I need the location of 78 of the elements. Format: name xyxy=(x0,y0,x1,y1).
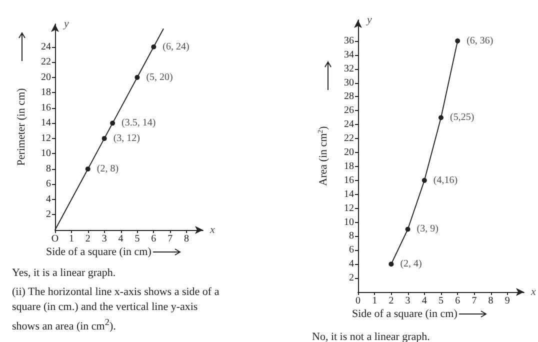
y-tick-label: 30 xyxy=(344,77,354,88)
y-tick-label: 34 xyxy=(344,49,354,60)
point xyxy=(102,136,107,141)
annotation: y xyxy=(63,18,69,30)
x-tick-label: 3 xyxy=(102,234,107,244)
text: x xyxy=(530,286,536,298)
y-tick-label: 10 xyxy=(41,148,51,160)
x-tick-label: 3 xyxy=(405,296,410,306)
y-tick-label: 24 xyxy=(344,119,354,130)
point xyxy=(422,178,427,183)
annotation: (5, 20) xyxy=(146,72,173,83)
y-tick-label: 4 xyxy=(349,258,354,270)
x-tick-label: 6 xyxy=(151,234,156,244)
point xyxy=(110,120,116,126)
annotation: y xyxy=(366,14,372,26)
y-tick-label: 18 xyxy=(41,87,51,98)
x-tick-label: 6 xyxy=(455,296,460,306)
x-tick-label: 8 xyxy=(184,234,190,244)
annotation: (3.5, 14) xyxy=(122,118,156,129)
y-tick-label: 32 xyxy=(344,63,354,74)
y-tick-label: 24 xyxy=(41,41,51,52)
text: No, it is not a linear graph. xyxy=(312,330,431,342)
y-tick-label: 12 xyxy=(344,202,354,214)
y-tick-label: 28 xyxy=(344,91,354,102)
x-tick-label: 5 xyxy=(438,296,444,306)
x-tick-label: 1 xyxy=(68,234,74,244)
text: (ii) The horizontal line x-axis shows a side of a square (in cm.) and the vertical line y-axis shows an area (in cm$^{2}$). xyxy=(12,285,220,335)
point xyxy=(438,115,444,120)
y-tick-label: 26 xyxy=(344,105,354,116)
x-tick-label: 4 xyxy=(422,296,427,306)
y-tick-label: 12 xyxy=(41,132,51,144)
x-tick-label: 4 xyxy=(118,234,124,244)
point xyxy=(388,262,394,267)
y-axis-title: Perimeter (in cm) xyxy=(16,88,28,166)
text: Yes, it is a linear graph. xyxy=(12,266,117,281)
annotation: (6, 36) xyxy=(466,35,494,46)
x-tick-label: 5 xyxy=(134,234,140,244)
y-tick-label: 10 xyxy=(344,216,354,228)
x-tick-label: O xyxy=(51,234,59,244)
x-tick-label: 9 xyxy=(504,296,510,306)
y-tick-label: 14 xyxy=(344,188,354,200)
x-tick-label: 7 xyxy=(472,296,477,306)
annotation: (5,25) xyxy=(450,112,474,124)
y-tick-label: 36 xyxy=(344,35,354,46)
x-tick-label: 2 xyxy=(85,234,90,244)
x-tick-label: 7 xyxy=(168,234,173,244)
point xyxy=(134,74,140,80)
x-tick-label: 2 xyxy=(388,296,394,306)
y-tick-label: 20 xyxy=(344,147,354,158)
y-tick-label: 16 xyxy=(344,174,354,186)
y-tick-label: 16 xyxy=(41,102,51,114)
annotation: (2, 4) xyxy=(400,258,422,270)
point xyxy=(85,166,90,172)
y-tick-label: 4 xyxy=(46,194,51,205)
annotation: (3, 12) xyxy=(113,132,140,144)
y-tick-label: 2 xyxy=(46,209,51,220)
point xyxy=(455,38,460,44)
x-tick-label: 8 xyxy=(488,296,494,306)
annotation: (6, 24) xyxy=(162,41,190,52)
y-tick-label: 14 xyxy=(41,118,51,129)
y-tick-label: 6 xyxy=(349,244,354,256)
x-tick-label: 0 xyxy=(356,296,360,306)
y-tick-label: 20 xyxy=(41,72,51,83)
y-tick-label: 8 xyxy=(46,163,51,174)
y-tick-label: 18 xyxy=(344,160,354,172)
y-tick-label: 22 xyxy=(41,56,51,68)
annotation: (2, 8) xyxy=(96,163,119,174)
text: x xyxy=(209,224,215,236)
y-tick-label: 6 xyxy=(46,178,51,190)
x-axis-title: Side of a square (in cm) xyxy=(46,246,152,258)
annotation: (4,16) xyxy=(433,174,458,186)
x-tick-label: 1 xyxy=(372,296,378,306)
annotation: (3, 9) xyxy=(416,224,438,235)
point xyxy=(405,226,410,232)
y-tick-label: 22 xyxy=(344,133,354,144)
point xyxy=(151,44,156,50)
x-axis-title: Side of a square (in cm) xyxy=(352,308,458,320)
y-tick-label: 2 xyxy=(349,272,354,284)
